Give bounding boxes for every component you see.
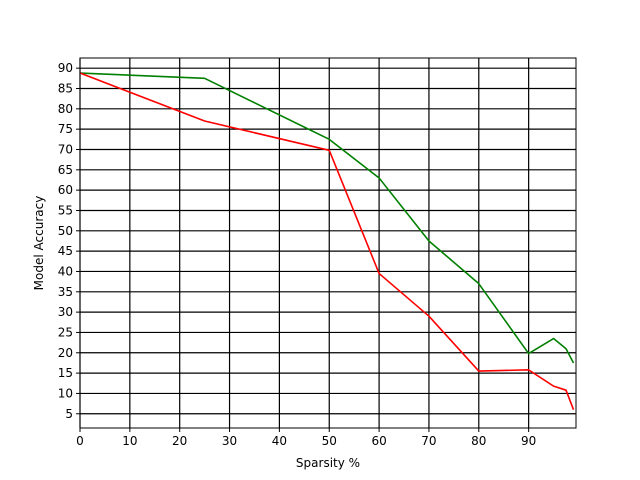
x-tick-label: 0: [76, 434, 84, 448]
series-group: [79, 72, 575, 410]
y-tick-label: 20: [58, 346, 73, 360]
y-tick-label: 5: [65, 407, 73, 421]
series-line-1: [79, 72, 575, 364]
x-tick-label: 40: [272, 434, 287, 448]
grid: [79, 58, 576, 428]
x-tick-label: 90: [521, 434, 536, 448]
series-line-2: [79, 72, 575, 410]
y-tick-label: 45: [58, 244, 73, 258]
y-tick-label: 65: [58, 163, 73, 177]
y-tick-label: 90: [58, 61, 73, 75]
y-tick-label: 40: [58, 264, 73, 278]
x-tick-label: 20: [172, 434, 187, 448]
y-tick-label: 55: [58, 203, 73, 217]
x-axis-label: Sparsity %: [296, 456, 360, 470]
y-tick-label: 35: [58, 285, 73, 299]
x-tick-label: 10: [122, 434, 137, 448]
x-tick-label: 30: [222, 434, 237, 448]
x-tick-label: 70: [421, 434, 436, 448]
y-tick-label: 75: [58, 122, 73, 136]
y-tick-label: 85: [58, 81, 73, 95]
x-tick-label: 80: [471, 434, 486, 448]
y-tick-label: 50: [58, 224, 73, 238]
y-tick-label: 60: [58, 183, 73, 197]
x-tick-label: 60: [371, 434, 386, 448]
x-tick-label: 50: [322, 434, 337, 448]
y-tick-label: 10: [58, 386, 73, 400]
y-tick-label: 15: [58, 366, 73, 380]
y-tick-label: 30: [58, 305, 73, 319]
y-tick-label: 25: [58, 325, 73, 339]
y-tick-label: 70: [58, 142, 73, 156]
plot-frame: [79, 57, 577, 429]
x-axis: 0 10 20 30 40 50 60 70 80 90: [76, 428, 536, 448]
y-axis-label: Model Accuracy: [32, 196, 46, 291]
y-tick-label: 80: [58, 102, 73, 116]
y-axis: 5 10 15 20 25 30 35 40 45 50 55 60 65 70 75 80 85 90: [58, 61, 80, 421]
